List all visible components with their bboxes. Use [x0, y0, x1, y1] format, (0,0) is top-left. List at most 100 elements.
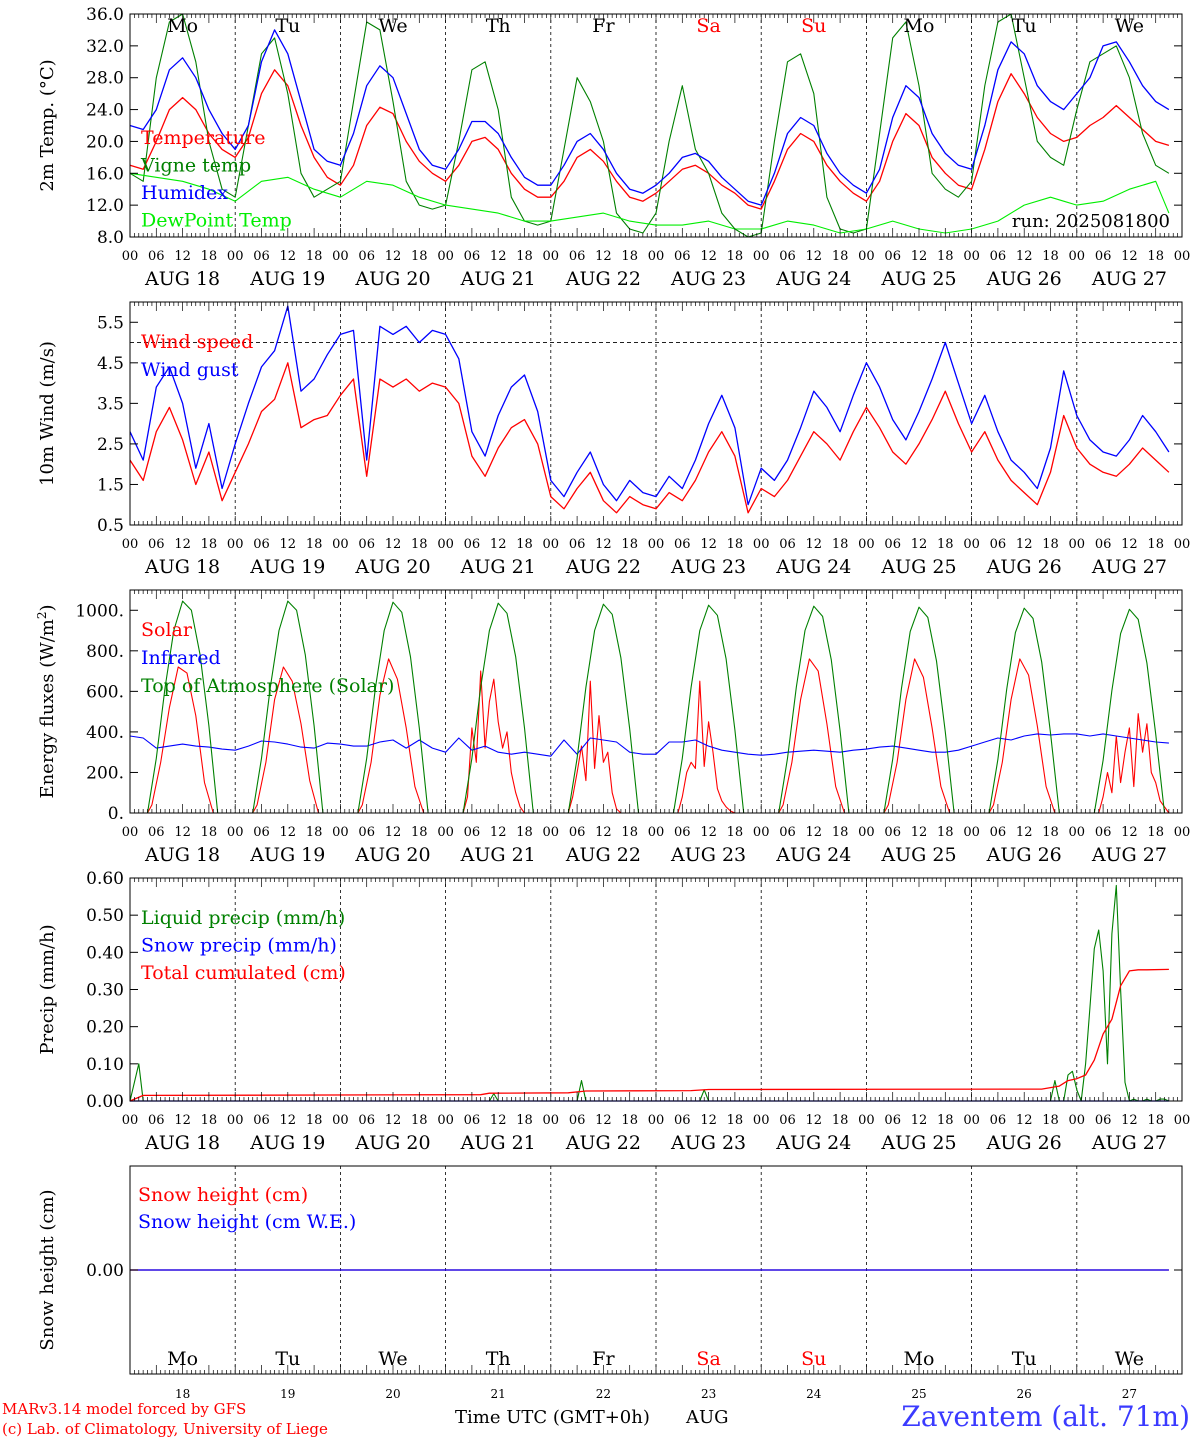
- unit-close: ): [37, 604, 58, 611]
- hour-tick-label: 06: [464, 1113, 481, 1128]
- y-tick-label: 0.40: [86, 943, 124, 963]
- y-tick-label: 800.: [86, 642, 124, 662]
- hour-tick-label: 18: [727, 249, 744, 264]
- hour-tick-label: 12: [1121, 825, 1138, 840]
- date-label: AUG 26: [986, 1132, 1062, 1154]
- date-label: AUG 24: [775, 556, 851, 578]
- date-label: AUG 19: [249, 556, 325, 578]
- date-label: AUG 20: [354, 1132, 430, 1154]
- hour-tick-label: 00: [122, 537, 139, 552]
- hour-tick-label: 06: [358, 1113, 375, 1128]
- date-label: AUG 24: [775, 1132, 851, 1154]
- hour-tick-label: 00: [437, 825, 454, 840]
- hour-tick-label: 12: [595, 537, 612, 552]
- date-label: AUG 26: [986, 556, 1062, 578]
- hour-tick-label: 06: [779, 825, 796, 840]
- hour-tick-label: 18: [1147, 249, 1164, 264]
- date-label: AUG 22: [565, 556, 641, 578]
- y-axis-label: 10m Wind (m/s): [37, 341, 58, 486]
- hour-tick-label: 18: [306, 825, 323, 840]
- hour-tick-label: 00: [753, 1113, 770, 1128]
- weekday-label: Su: [801, 1348, 826, 1370]
- hour-tick-label: 06: [253, 249, 270, 264]
- hour-tick-label: 18: [937, 825, 954, 840]
- plot-frame: [129, 301, 1183, 526]
- y-tick-label: 24.0: [86, 101, 124, 121]
- hour-tick-label: 18: [832, 537, 849, 552]
- hour-tick-label: 06: [779, 537, 796, 552]
- hour-tick-label: 00: [648, 537, 665, 552]
- hour-tick-label: 06: [569, 249, 586, 264]
- hour-tick-label: 12: [490, 537, 507, 552]
- day-number-label: 23: [701, 1387, 716, 1401]
- hour-tick-label: 06: [674, 249, 691, 264]
- hour-tick-label: 00: [227, 1113, 244, 1128]
- hour-tick-label: 00: [122, 1113, 139, 1128]
- hour-tick-label: 00: [543, 1113, 560, 1128]
- day-number-label: 20: [385, 1387, 400, 1401]
- hour-tick-label: 00: [1069, 1113, 1086, 1128]
- hour-tick-label: 12: [911, 249, 928, 264]
- legend-entry: Snow height (cm): [138, 1184, 308, 1206]
- hour-tick-label: 12: [1121, 1113, 1138, 1128]
- hour-tick-label: 00: [1069, 825, 1086, 840]
- date-label: AUG 22: [565, 844, 641, 866]
- hour-tick-label: 12: [1016, 1113, 1033, 1128]
- hour-tick-label: 18: [516, 537, 533, 552]
- panel-1: 8.0 12.0 16.0 20.0 24.0 28.0 32.0 36.0 2m Temp. …: [37, 5, 1190, 290]
- weekday-label: Tu: [275, 1348, 300, 1370]
- date-label: AUG 21: [460, 844, 536, 866]
- hour-tick-label: 00: [437, 249, 454, 264]
- hour-tick-label: 06: [569, 825, 586, 840]
- hour-tick-label: 00: [858, 825, 875, 840]
- unit-superscript: 2: [35, 611, 49, 619]
- legend-entry: Top of Atmosphere (Solar): [141, 675, 394, 697]
- date-label: AUG 19: [249, 844, 325, 866]
- weekday-label: We: [378, 15, 407, 37]
- y-tick-label: 5.5: [97, 313, 124, 333]
- hour-tick-label: 18: [937, 249, 954, 264]
- hour-tick-label: 06: [358, 537, 375, 552]
- y-tick-label: 12.0: [86, 196, 124, 216]
- panel-5: 0.00 Snow height (cm) Mo Tu We Th Fr Sa Su Mo Tu We…: [37, 1165, 1183, 1401]
- hour-tick-label: 12: [385, 537, 402, 552]
- hour-tick-label: 00: [1069, 537, 1086, 552]
- hour-tick-label: 06: [990, 825, 1007, 840]
- series-infrared: [129, 733, 1169, 757]
- date-label: AUG 25: [880, 556, 956, 578]
- hour-tick-label: 06: [990, 249, 1007, 264]
- hour-tick-label: 18: [832, 249, 849, 264]
- hour-tick-label: 12: [280, 825, 297, 840]
- hour-tick-label: 00: [1174, 825, 1191, 840]
- weekday-label: We: [1115, 1348, 1144, 1370]
- day-number-label: 18: [175, 1387, 190, 1401]
- legend-entry: Liquid precip (mm/h): [141, 907, 345, 929]
- hour-tick-label: 18: [727, 537, 744, 552]
- hour-tick-label: 06: [569, 1113, 586, 1128]
- weekday-label: Tu: [275, 15, 300, 37]
- hour-tick-label: 06: [358, 825, 375, 840]
- legend-entry: Wind gust: [141, 359, 239, 381]
- hour-tick-label: 06: [464, 249, 481, 264]
- date-label: AUG 27: [1091, 268, 1167, 290]
- legend-entry: Infrared: [141, 647, 221, 669]
- hour-tick-label: 06: [1095, 249, 1112, 264]
- date-label: AUG 19: [249, 268, 325, 290]
- weekday-label: Mo: [167, 1348, 198, 1370]
- hour-tick-label: 18: [621, 825, 638, 840]
- hour-tick-label: 18: [516, 825, 533, 840]
- date-label: AUG 25: [880, 268, 956, 290]
- date-label: AUG 19: [249, 1132, 325, 1154]
- date-label: AUG 22: [565, 268, 641, 290]
- date-label: AUG 24: [775, 844, 851, 866]
- date-label: AUG 27: [1091, 844, 1167, 866]
- date-label: AUG 23: [670, 1132, 746, 1154]
- hour-tick-label: 00: [332, 825, 349, 840]
- hour-tick-label: 12: [174, 825, 191, 840]
- series-dewpoint-temp: [129, 172, 1170, 234]
- hour-tick-label: 18: [937, 1113, 954, 1128]
- date-label: AUG 27: [1091, 1132, 1167, 1154]
- y-tick-label: 1.5: [97, 475, 124, 495]
- hour-tick-label: 12: [1016, 537, 1033, 552]
- legend-entry: Vigne temp: [140, 155, 251, 177]
